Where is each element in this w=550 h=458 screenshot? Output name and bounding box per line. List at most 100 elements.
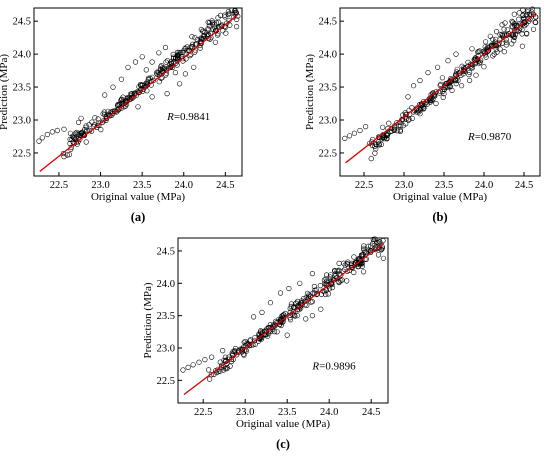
panel-a-scatter-point — [138, 82, 144, 89]
panel-a-scatter-point — [163, 67, 169, 74]
panel-c-scatter-point — [351, 254, 357, 260]
panel-c-scatter-point — [309, 271, 316, 277]
panel-c-scatter-point — [351, 269, 357, 276]
panel-c-scatter-point — [341, 260, 347, 266]
panel-c-scatter-point — [361, 245, 367, 251]
panel-c-xtick-label: 23.5 — [278, 407, 296, 418]
panel-a-scatter-point — [182, 71, 188, 77]
panel-b-scatter-point — [520, 15, 527, 22]
panel-b-scatter-point — [533, 19, 539, 26]
panel-c-ytick-label: 24.5 — [157, 246, 175, 257]
panel-b-scatter-point — [419, 101, 425, 107]
panel-c-y-axis-title: Prediction (MPa) — [142, 282, 154, 358]
panel-c-scatter-point — [336, 279, 342, 285]
panel-c-scatter-point — [196, 359, 202, 365]
panel-b-scatter-point — [420, 106, 427, 112]
panel-b-scatter-point — [468, 61, 474, 67]
panel-b-ticks — [340, 20, 525, 176]
panel-a-scatter-point — [139, 82, 145, 89]
panel-c-scatter-point — [274, 329, 280, 335]
panel-c-r-value: =0.9896 — [319, 360, 356, 372]
panel-b-scatter-point — [469, 46, 475, 52]
panel-c-scatter-point — [323, 291, 329, 298]
panel-b-scatter-point — [441, 86, 447, 92]
panel-b-scatter-point — [510, 24, 516, 30]
panel-a-scatter-point — [132, 59, 139, 65]
panel-c-scatter-point — [241, 351, 247, 357]
panel-b-y-axis-title: Prediction (MPa) — [304, 54, 316, 130]
panel-c-scatter-point — [256, 331, 262, 337]
panel-c-scatter-point — [311, 283, 318, 290]
panel-a-scatter-point — [75, 119, 82, 125]
panel-b-scatter-point — [501, 49, 507, 55]
panel-b-xtick-label: 23.0 — [395, 180, 413, 191]
panel-c-label: (c) — [276, 437, 290, 451]
panel-a-scatter-point — [36, 138, 42, 144]
panel-a-scatter-point — [68, 144, 74, 151]
panel-a-scatter-point — [83, 139, 89, 145]
panel-a-scatter-point — [188, 43, 195, 50]
panel-a-scatter-point — [187, 44, 193, 50]
panel-a-marks — [36, 7, 241, 172]
panel-c-scatter-point — [363, 249, 369, 256]
panel-c-scatter-point — [242, 338, 248, 345]
panel-b-scatter-point — [524, 30, 530, 36]
panel-c-scatter-point — [251, 338, 258, 344]
panel-c-scatter-point — [327, 274, 333, 280]
panel-b-scatter-point — [435, 64, 441, 70]
panel-c-scatter-point — [314, 291, 320, 298]
panel-a-scatter-point — [160, 65, 166, 72]
panel-c-scatter-point — [258, 329, 264, 335]
panel-b-scatter-point — [487, 33, 493, 39]
panel-a-scatter-point — [135, 104, 141, 110]
panel-a-scatter-point — [170, 51, 176, 58]
panel-c-scatter-point — [327, 276, 333, 282]
panel-b-scatter-point — [467, 77, 473, 84]
panel-b-scatter-point — [378, 141, 384, 147]
panel-b-scatter-point — [519, 21, 525, 27]
panel-a-scatter-point — [210, 19, 216, 26]
panel-a-scatter-point — [206, 23, 212, 29]
panel-b-scatter-point — [530, 26, 537, 32]
panel-c-scatter-point — [323, 276, 329, 282]
panel-c-scatter-point — [248, 337, 254, 343]
panel-c-ytick-label: 24.0 — [157, 279, 175, 290]
panel-c-scatter-point — [336, 267, 342, 273]
panel-a-scatter-point — [225, 11, 231, 18]
panel-a-scatter-point — [72, 130, 79, 136]
panel-b-scatter-point — [417, 77, 423, 84]
panel-a-scatter-point — [225, 9, 231, 15]
panel-a-ytick-label: 24.5 — [13, 17, 31, 28]
panel-a-scatter-point — [180, 56, 186, 62]
panel-c-scatter-point — [288, 303, 294, 310]
panel-c-scatter-point — [292, 301, 299, 307]
panel-c-scatter-point — [282, 310, 288, 317]
panel-c-scatter-point — [281, 315, 287, 321]
panel-c-scatter-point — [375, 252, 382, 258]
panel-a-fit-line — [39, 14, 239, 172]
panel-c-scatter-point — [365, 243, 372, 249]
panel-a-scatter-point — [118, 97, 124, 103]
panel-a-scatter-point — [92, 115, 98, 121]
panel-b-scatter-point — [386, 120, 392, 126]
panel-c-scatter-point — [297, 280, 303, 286]
panel-b-scatter-point — [425, 69, 431, 76]
panel-b-scatter-point — [466, 71, 472, 78]
panel-a-scatter-point — [144, 88, 150, 94]
panel-a-scatter-point — [61, 126, 67, 132]
panel-b-scatter-point — [417, 111, 423, 117]
panel-a-scatter-point — [103, 115, 110, 121]
panel-a-scatter-point — [101, 109, 107, 115]
panel-b-scatter-point — [369, 139, 375, 145]
panel-b-scatter-point — [511, 37, 517, 44]
panel-b-scatter-point — [373, 146, 379, 152]
panel-a-scatter-point — [110, 84, 116, 90]
panel-b-scatter-point — [509, 23, 515, 30]
panel-c-scatter-point — [336, 260, 342, 267]
panel-b-scatter-point — [490, 36, 496, 42]
panel-a-ytick-label: 23.5 — [13, 83, 31, 94]
panel-a-scatter-point — [109, 112, 115, 118]
panel-a-scatter-point — [86, 122, 92, 128]
panel-c-scatter-point — [220, 348, 226, 354]
panel-a-ytick-label: 24.0 — [13, 50, 31, 61]
